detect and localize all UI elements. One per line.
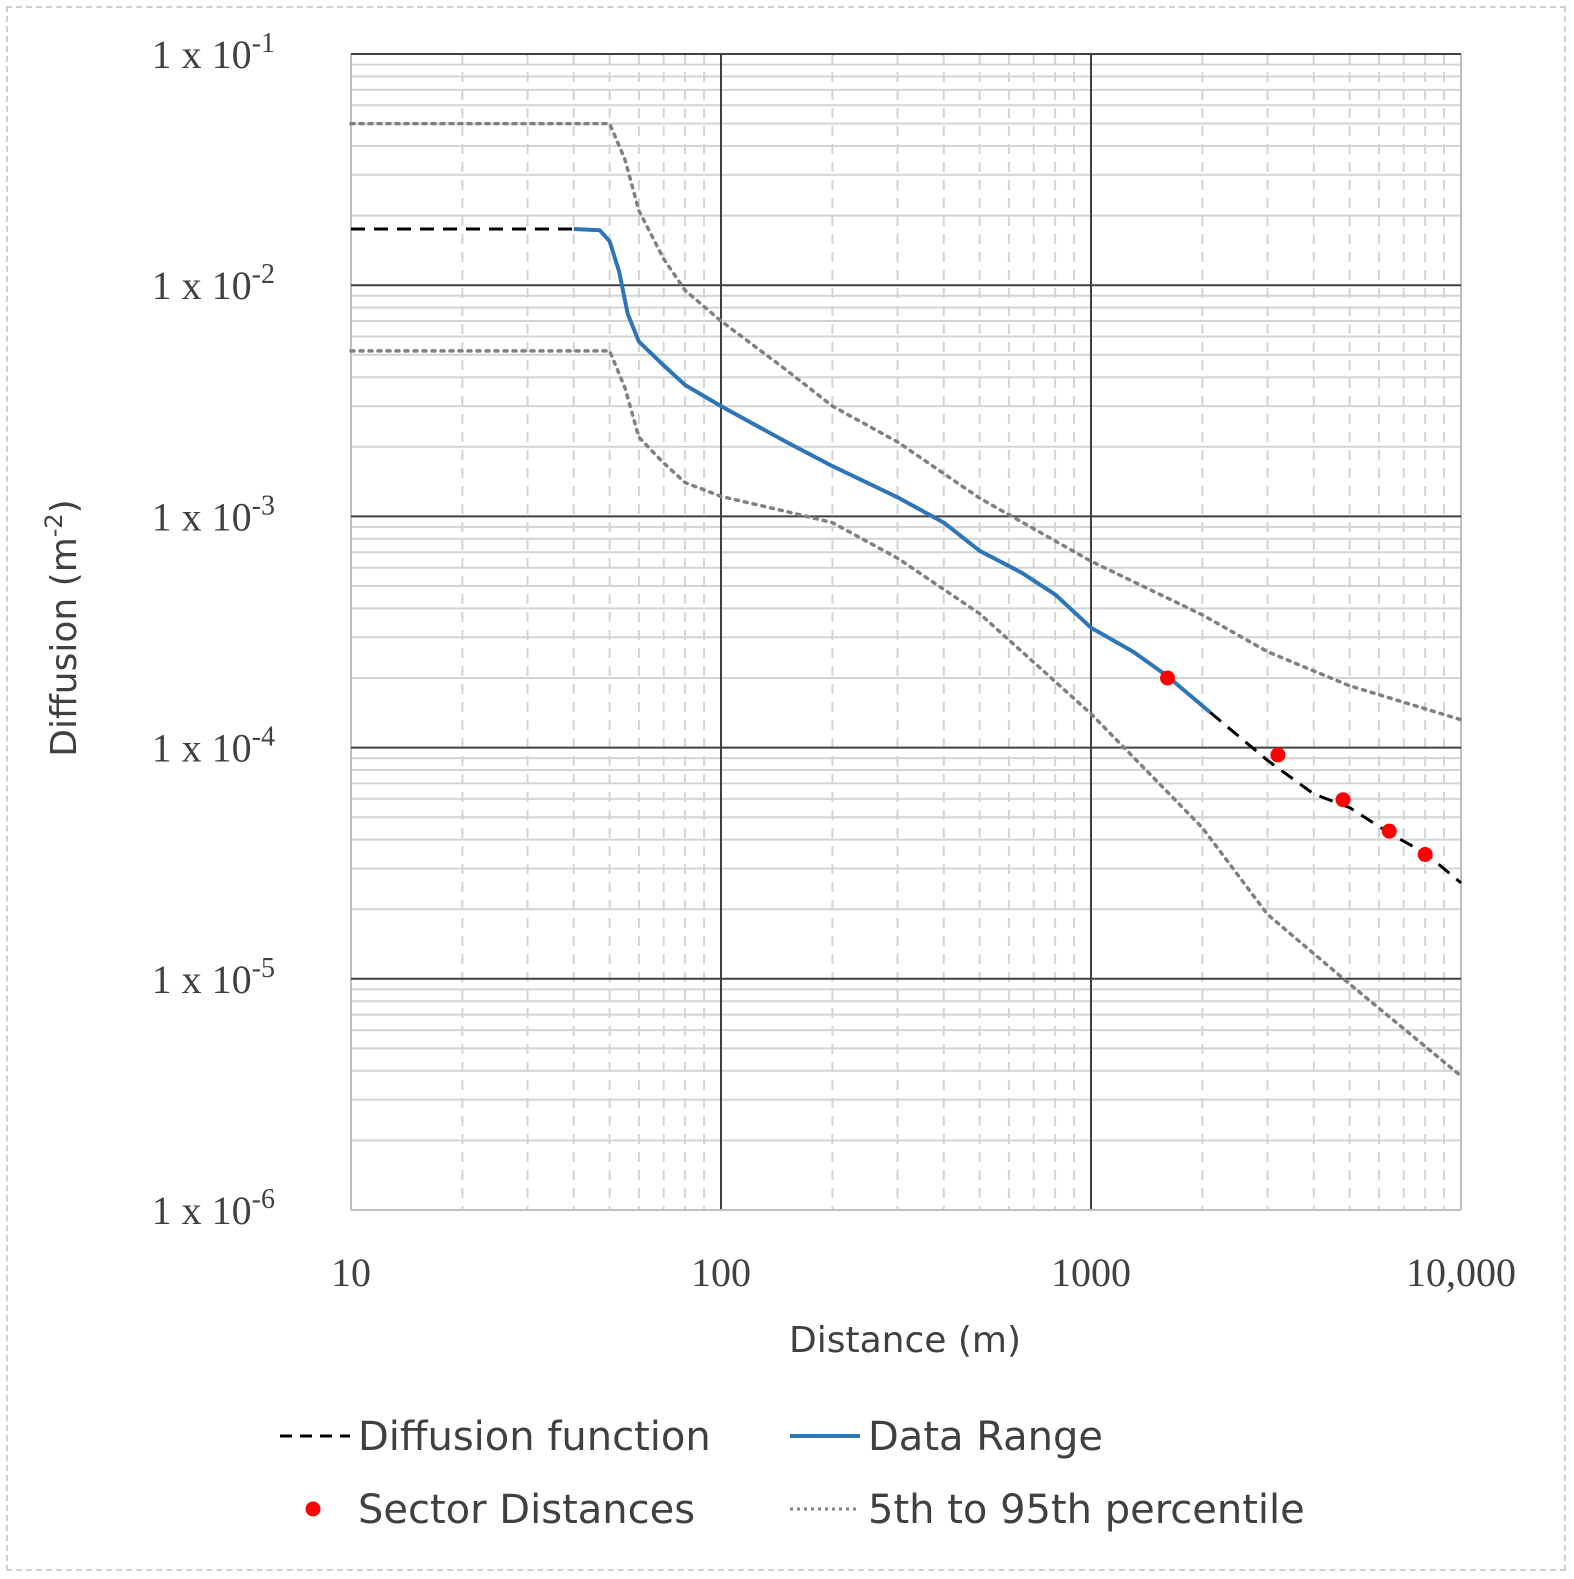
data-range-line	[573, 227, 1212, 714]
major-gridlines	[350, 53, 1462, 1211]
legend-item-sector-distances[interactable]: Sector Distances	[305, 1487, 696, 1533]
x-tick-label: 10,000	[1406, 1250, 1516, 1295]
legend-item-data-range[interactable]: Data Range	[790, 1414, 1103, 1460]
minor-gridlines	[351, 54, 1461, 1210]
x-tick-label: 100	[691, 1250, 751, 1295]
percentile-5th-line	[349, 349, 1463, 1078]
y-tick-base: 1 x 10	[152, 957, 252, 1002]
legend-label-data-range: Data Range	[868, 1414, 1103, 1460]
x-tick-label: 10	[331, 1250, 371, 1295]
y-tick-label: 1 x 10-4	[152, 722, 275, 771]
y-axis-title-main: Diffusion (m	[44, 537, 85, 757]
y-axis-title-close: )	[44, 499, 85, 513]
x-tick-labels: 10 100 1000 10,000	[331, 1250, 1516, 1295]
y-tick-exponent: -1	[252, 28, 275, 59]
legend: Diffusion function Data Range Sector Dis…	[280, 1414, 1305, 1533]
legend-item-percentile[interactable]: 5th to 95th percentile	[790, 1487, 1305, 1533]
y-axis-title-superscript: -2	[40, 513, 68, 537]
y-tick-base: 1 x 10	[152, 494, 252, 539]
sector-distance-point	[1270, 747, 1286, 763]
series-layer	[349, 121, 1463, 1078]
sector-distance-point	[1160, 670, 1176, 686]
y-tick-base: 1 x 10	[152, 32, 252, 77]
y-tick-label: 1 x 10-6	[152, 1184, 275, 1233]
sector-distance-point	[1335, 792, 1351, 808]
legend-label-percentile: 5th to 95th percentile	[868, 1487, 1305, 1533]
chart-frame	[6, 6, 1566, 1571]
sector-distance-point	[1417, 846, 1433, 862]
y-tick-base: 1 x 10	[152, 726, 252, 771]
y-tick-label: 1 x 10-1	[152, 28, 275, 77]
y-tick-label: 1 x 10-5	[152, 953, 275, 1002]
y-tick-base: 1 x 10	[152, 1188, 252, 1233]
y-tick-exponent: -4	[252, 722, 275, 753]
legend-label-sector-distances: Sector Distances	[358, 1487, 695, 1533]
sector-distance-point	[1381, 823, 1397, 839]
x-axis-title: Distance (m)	[789, 1320, 1021, 1361]
y-tick-exponent: -6	[252, 1184, 275, 1215]
percentile-95th-line	[349, 121, 1463, 722]
x-tick-label: 1000	[1051, 1250, 1131, 1295]
y-tick-labels: 1 x 10-11 x 10-21 x 10-31 x 10-41 x 10-5…	[152, 28, 275, 1233]
y-tick-exponent: -2	[252, 259, 275, 290]
y-axis-title: Diffusion (m-2)	[40, 499, 85, 756]
y-tick-base: 1 x 10	[152, 263, 252, 308]
y-tick-exponent: -5	[252, 953, 275, 984]
y-tick-label: 1 x 10-3	[152, 490, 275, 539]
legend-swatch-red-dot	[305, 1501, 321, 1517]
y-tick-exponent: -3	[252, 490, 275, 521]
legend-label-diffusion-function: Diffusion function	[358, 1414, 711, 1460]
legend-item-diffusion-function[interactable]: Diffusion function	[280, 1414, 711, 1460]
y-tick-label: 1 x 10-2	[152, 259, 275, 308]
